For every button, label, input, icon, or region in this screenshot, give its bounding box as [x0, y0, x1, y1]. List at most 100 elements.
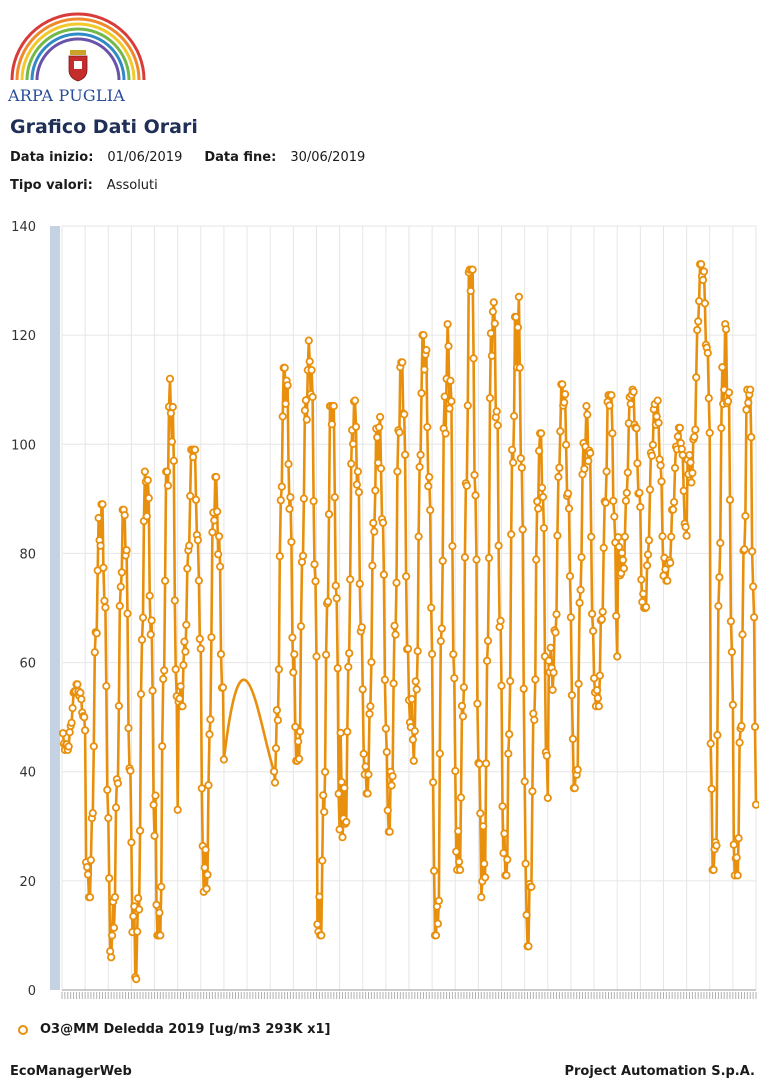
- end-date-value: 30/06/2019: [290, 150, 366, 165]
- data-point: [716, 538, 725, 548]
- data-point: [681, 522, 690, 532]
- data-point: [560, 390, 570, 399]
- data-point: [409, 756, 418, 765]
- data-point: [374, 423, 384, 432]
- data-point: [707, 784, 716, 794]
- data-point: [741, 511, 750, 521]
- data-point: [68, 703, 77, 713]
- data-point: [431, 931, 441, 940]
- data-point: [435, 749, 444, 758]
- data-point: [637, 575, 646, 584]
- data-point: [475, 759, 484, 769]
- data-point: [751, 800, 759, 809]
- data-point: [183, 564, 192, 573]
- data-point: [703, 348, 712, 358]
- data-point: [458, 712, 468, 721]
- data-point: [105, 874, 114, 883]
- data-point: [270, 778, 280, 787]
- data-point: [443, 320, 452, 329]
- data-point: [400, 410, 409, 419]
- data-point: [480, 859, 489, 868]
- data-point: [462, 481, 471, 490]
- data-point: [320, 807, 329, 817]
- data-point: [586, 448, 595, 458]
- data-point: [416, 450, 425, 459]
- data-point: [564, 504, 574, 513]
- legend[interactable]: O3@MM Deledda 2019 [ug/m3 293K x1]: [18, 1022, 330, 1037]
- data-point: [601, 498, 610, 507]
- data-point: [284, 460, 293, 469]
- data-point: [334, 789, 343, 798]
- data-point: [673, 432, 683, 441]
- data-point: [387, 781, 396, 790]
- data-point: [494, 541, 503, 550]
- data-point: [109, 923, 119, 932]
- data-point: [85, 893, 95, 902]
- data-point: [643, 550, 653, 559]
- data-point: [583, 410, 592, 419]
- data-point: [398, 358, 407, 367]
- data-point: [76, 688, 85, 697]
- data-point: [456, 793, 466, 802]
- data-point: [522, 910, 531, 920]
- data-point: [558, 380, 567, 389]
- data-point: [319, 791, 328, 800]
- data-point: [193, 535, 202, 545]
- data-point: [392, 578, 401, 587]
- data-point: [445, 404, 454, 413]
- data-point: [311, 577, 320, 586]
- data-point: [413, 646, 422, 656]
- data-point: [343, 727, 352, 736]
- data-point: [408, 735, 417, 744]
- data-point: [595, 671, 605, 680]
- data-point: [455, 865, 465, 875]
- data-point: [472, 555, 481, 564]
- data-point: [129, 912, 138, 921]
- data-point: [132, 974, 141, 984]
- data-point: [663, 576, 672, 585]
- data-point: [173, 805, 182, 814]
- start-date-value: 01/06/2019: [107, 150, 183, 165]
- data-point: [555, 463, 564, 472]
- data-point: [619, 564, 629, 573]
- data-point: [110, 893, 120, 902]
- data-point: [704, 394, 713, 403]
- data-point: [537, 483, 547, 492]
- data-point: [156, 931, 165, 940]
- data-point: [88, 808, 97, 818]
- data-point: [145, 591, 154, 600]
- data-point: [654, 418, 663, 427]
- data-point: [433, 919, 442, 928]
- data-point: [203, 870, 212, 879]
- data-point: [468, 265, 477, 274]
- data-point: [272, 706, 281, 715]
- data-point: [556, 427, 565, 436]
- data-point: [212, 472, 221, 482]
- data-point: [144, 493, 153, 503]
- data-point: [542, 751, 551, 760]
- end-date-label: Data fine:: [204, 150, 277, 165]
- data-point: [548, 685, 557, 694]
- data-point: [613, 652, 622, 661]
- data-point: [636, 502, 645, 512]
- data-point: [489, 298, 498, 307]
- data-point: [656, 461, 665, 470]
- data-point: [740, 545, 749, 554]
- data-point: [298, 551, 308, 560]
- data-point: [385, 827, 394, 836]
- data-point: [536, 429, 546, 438]
- data-point: [666, 558, 675, 567]
- data-point: [480, 873, 490, 882]
- data-point: [645, 485, 655, 494]
- data-point: [533, 497, 542, 506]
- data-point: [366, 702, 375, 711]
- data-point: [534, 446, 544, 455]
- data-point: [497, 681, 506, 690]
- data-point: [133, 927, 142, 936]
- data-point: [492, 407, 501, 416]
- data-point: [622, 488, 631, 497]
- data-point: [351, 422, 361, 431]
- data-point: [361, 762, 370, 771]
- data-point: [333, 664, 342, 673]
- data-point: [114, 701, 124, 711]
